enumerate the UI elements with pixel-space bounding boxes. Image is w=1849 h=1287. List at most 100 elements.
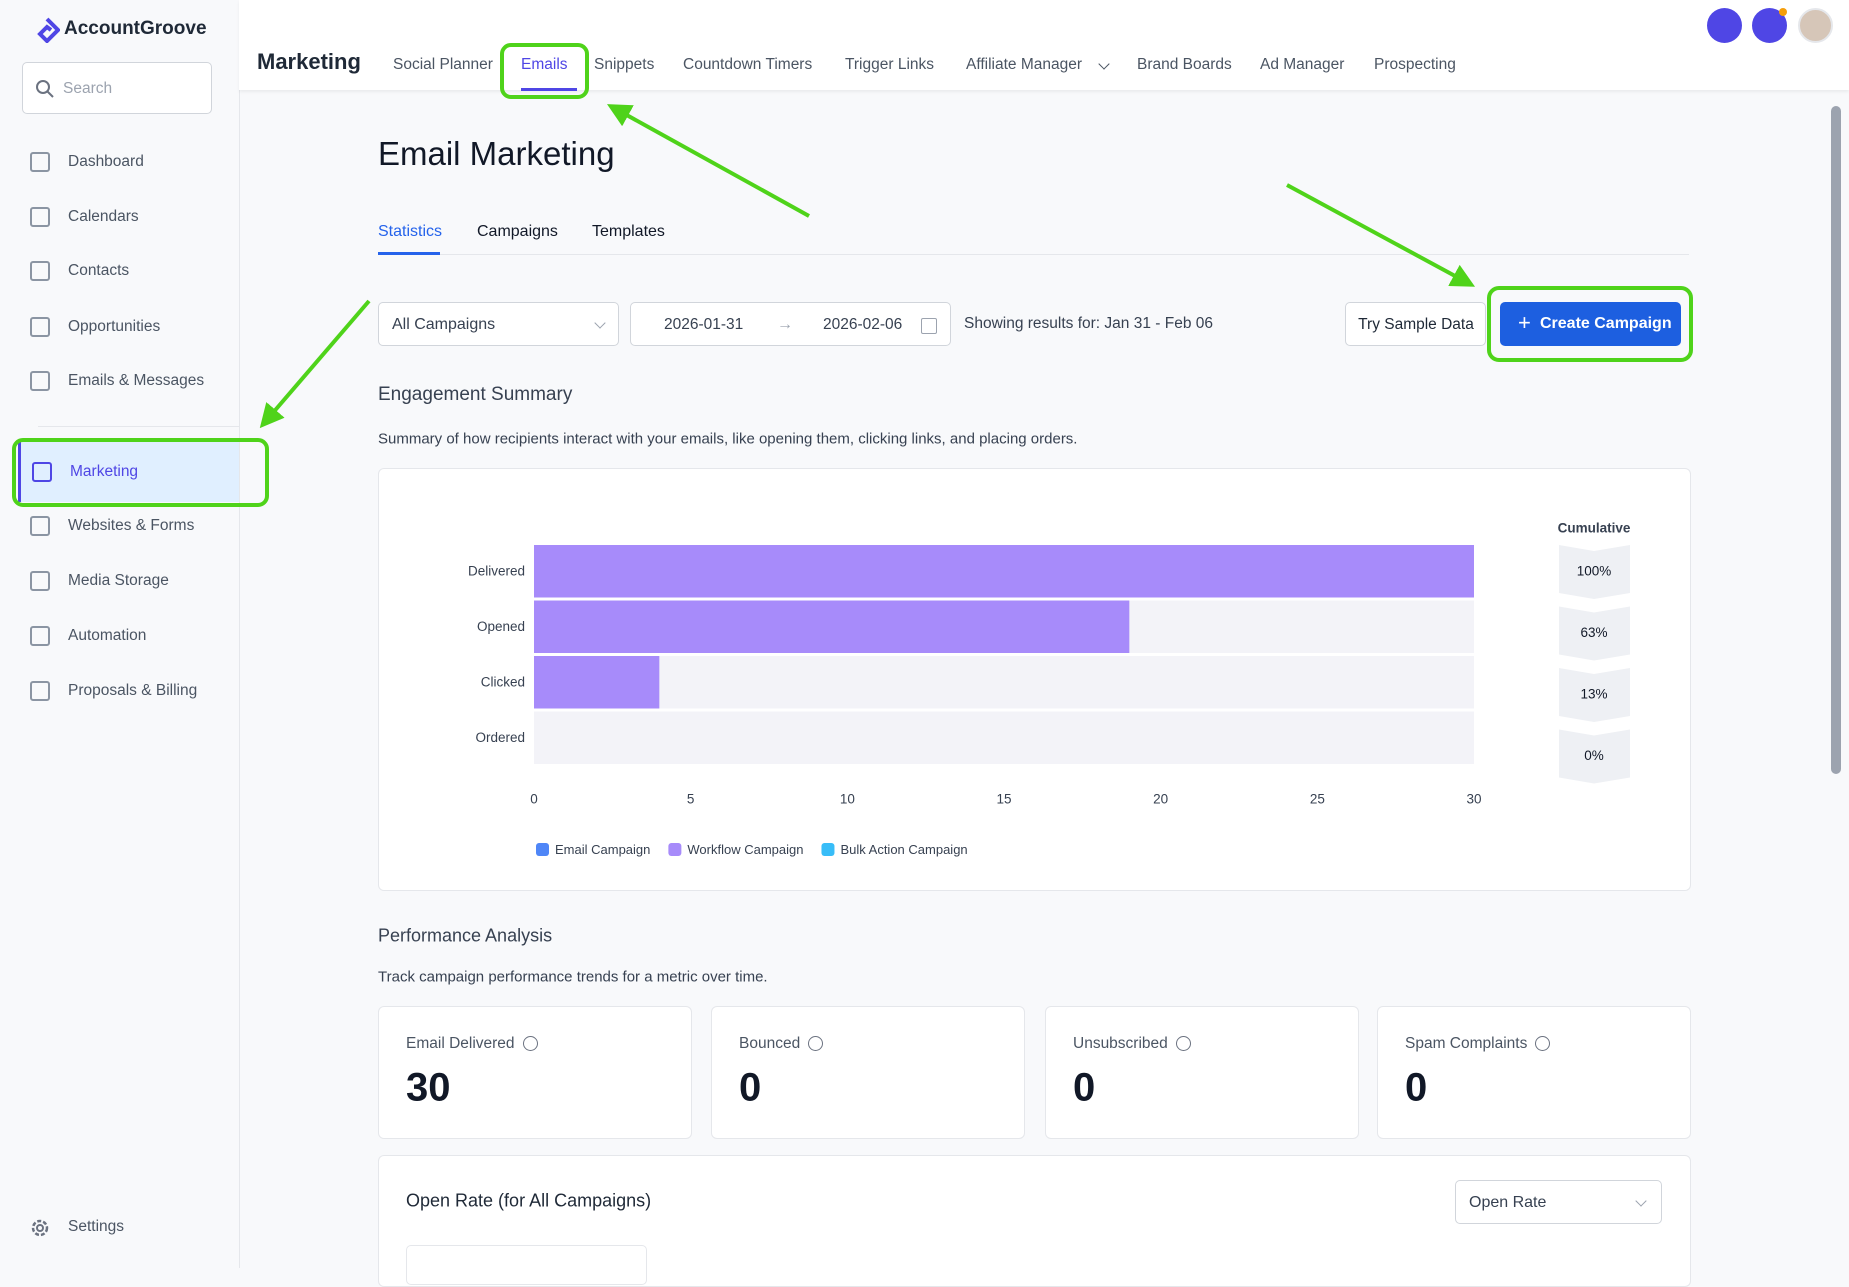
start-date: 2026-01-31	[664, 316, 744, 333]
info-icon	[522, 1036, 538, 1051]
subtab-underline	[378, 252, 440, 255]
info-icon	[808, 1036, 824, 1051]
campaign-select[interactable]: All Campaigns	[378, 302, 619, 346]
bar-track	[534, 711, 1474, 764]
nav-icon	[30, 317, 50, 337]
section-title: Performance Analysis	[378, 925, 553, 946]
stat-value: 0	[1073, 1065, 1096, 1110]
showing-results: Showing results for: Jan 31 - Feb 06	[964, 315, 1213, 332]
nav-item[interactable]: Dashboard	[68, 153, 144, 170]
arrow: →	[777, 316, 793, 333]
nav-tab[interactable]: Countdown Timers	[683, 56, 813, 73]
sub-panel	[406, 1245, 647, 1285]
phone-button[interactable]	[1707, 8, 1742, 43]
avatar[interactable]	[1798, 8, 1833, 43]
legend-label: Bulk Action Campaign	[840, 842, 967, 857]
nav-tab[interactable]: Prospecting	[1374, 56, 1456, 73]
legend-swatch	[536, 843, 549, 856]
logo-icon	[37, 17, 60, 43]
legend-label: Workflow Campaign	[687, 842, 803, 857]
nav-item[interactable]: Media Storage	[68, 572, 169, 589]
sidebar: AccountGroove Search Dashboard Calendars C…	[0, 0, 240, 1268]
search-placeholder: Search	[63, 80, 113, 97]
subtab-line	[378, 254, 1689, 255]
settings[interactable]: Settings	[68, 1218, 125, 1235]
nav-tab[interactable]: Snippets	[594, 56, 655, 73]
nav-icon	[30, 371, 50, 391]
sample-text: Try Sample Data	[1358, 316, 1474, 333]
divider	[38, 426, 239, 427]
section-title: Engagement Summary	[378, 384, 573, 405]
nav-item[interactable]: Proposals & Billing	[68, 682, 198, 699]
cumulative-badge	[1559, 668, 1630, 722]
nav-item[interactable]: Websites & Forms	[68, 517, 195, 534]
scrollbar[interactable]	[1831, 106, 1841, 774]
cumulative-value: 63%	[1580, 625, 1607, 640]
nav-icon	[30, 207, 50, 227]
x-tick-label: 30	[1466, 792, 1481, 807]
x-tick-label: 15	[996, 792, 1011, 807]
nav-item[interactable]: Calendars	[68, 208, 139, 225]
x-tick-label: 5	[687, 792, 695, 807]
search-box[interactable]: Search	[22, 62, 212, 114]
stat-value: 30	[406, 1065, 451, 1110]
nav-tab[interactable]: Brand Boards	[1137, 56, 1232, 73]
subtab[interactable]: Templates	[592, 223, 665, 240]
legend-swatch	[821, 843, 835, 856]
legend-swatch	[668, 843, 682, 856]
nav-tab[interactable]: Social Planner	[393, 56, 493, 73]
metric-select[interactable]: Open Rate	[1455, 1180, 1662, 1224]
open-rate-title: Open Rate (for All Campaigns)	[406, 1190, 652, 1211]
section-description: Summary of how recipients interact with …	[378, 430, 1078, 448]
y-tick-label: Opened	[477, 619, 525, 634]
nav-icon	[30, 626, 50, 646]
x-tick-label: 20	[1153, 792, 1168, 807]
stat-card: Email Delivered 30	[378, 1006, 692, 1139]
cumulative-label: Cumulative	[1558, 521, 1631, 536]
info-icon	[1535, 1036, 1551, 1051]
subtab[interactable]: Campaigns	[477, 223, 558, 240]
nav-icon	[30, 681, 50, 701]
cumulative-badge	[1559, 545, 1630, 599]
bar	[534, 656, 660, 709]
bar	[534, 545, 1474, 598]
stat-card: Spam Complaints 0	[1377, 1006, 1691, 1139]
stat-label: Bounced	[739, 1035, 801, 1052]
subtab[interactable]: Statistics	[378, 223, 443, 240]
nav-icon	[30, 571, 50, 591]
nav-tab[interactable]: Ad Manager	[1260, 56, 1345, 73]
nav-icon	[30, 516, 50, 536]
stat-label: Unsubscribed	[1073, 1035, 1168, 1052]
sample-button[interactable]: Try Sample Data	[1345, 302, 1486, 346]
campaign-select-text: All Campaigns	[392, 316, 496, 333]
stat-value: 0	[739, 1065, 762, 1110]
nav-item[interactable]: Opportunities	[68, 318, 161, 335]
settings-icon	[31, 1219, 49, 1237]
nav-tab[interactable]: Affiliate Manager	[966, 56, 1083, 73]
nav-item[interactable]: Emails & Messages	[68, 372, 205, 389]
logo: AccountGroove	[64, 18, 207, 39]
section-title: Marketing	[257, 49, 361, 74]
stat-label: Spam Complaints	[1405, 1035, 1528, 1052]
cumulative-value: 100%	[1577, 564, 1612, 579]
y-tick-label: Ordered	[475, 730, 525, 745]
page-title: Email Marketing	[378, 135, 615, 172]
section-description: Track campaign performance trends for a …	[378, 968, 768, 986]
x-tick-label: 10	[840, 792, 855, 807]
stat-card: Bounced 0	[711, 1006, 1025, 1139]
nav-item[interactable]: Contacts	[68, 262, 130, 279]
x-tick-label: 0	[530, 792, 538, 807]
stat-label: Email Delivered	[406, 1035, 515, 1052]
legend-label: Email Campaign	[555, 842, 650, 857]
y-tick-label: Delivered	[468, 563, 525, 578]
bar-track	[534, 656, 1474, 709]
nav-item[interactable]: Automation	[68, 627, 147, 644]
nav-tab[interactable]: Trigger Links	[845, 56, 935, 73]
date-range[interactable]: 2026-01-31 → 2026-02-06	[630, 302, 951, 346]
x-tick-label: 25	[1310, 792, 1325, 807]
nav-icon	[30, 152, 50, 172]
end-date: 2026-02-06	[823, 316, 903, 333]
cumulative-badge	[1559, 729, 1630, 784]
